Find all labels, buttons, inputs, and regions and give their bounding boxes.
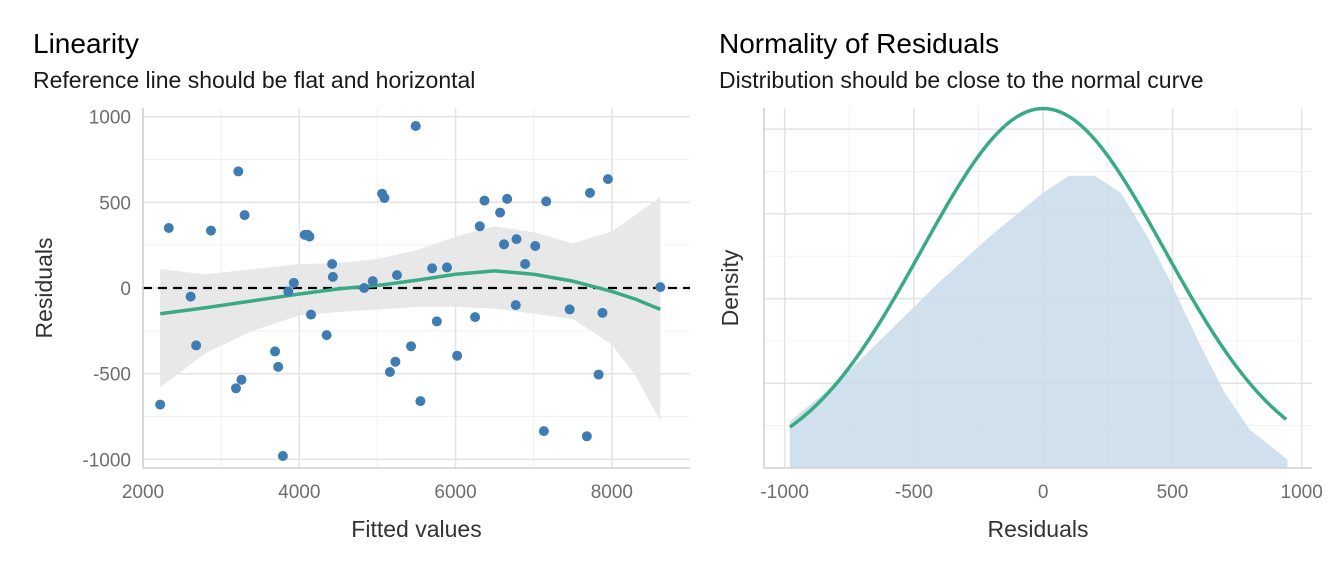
data-point (273, 361, 284, 372)
data-point (530, 241, 541, 251)
data-point (495, 207, 506, 218)
x-tick-label: -1000 (760, 482, 809, 503)
data-point (584, 187, 595, 198)
data-point (510, 300, 521, 311)
data-point (163, 223, 174, 233)
data-point (602, 174, 613, 185)
y-axis-title: Residuals (31, 238, 57, 339)
normality-plot: -1000 -500 0 500 1000 Residuals Density (717, 106, 1323, 542)
normality-panel: Normality of Residuals Distribution shou… (700, 0, 1344, 576)
data-point (541, 196, 552, 207)
x-axis-title: Residuals (988, 516, 1089, 542)
x-tick-label: 2000 (122, 482, 164, 503)
y-axis-title: Density (717, 249, 743, 326)
data-point (564, 304, 575, 315)
data-point (306, 309, 317, 320)
smooth-line (159, 269, 661, 316)
data-point (155, 399, 166, 410)
data-point (441, 262, 452, 273)
data-point (321, 330, 332, 341)
data-point (470, 312, 481, 323)
normality-title: Normality of Residuals (719, 28, 1000, 59)
linearity-panel: Linearity Reference line should be flat … (31, 28, 690, 542)
data-point (538, 426, 549, 437)
data-point (390, 356, 401, 367)
data-point (597, 307, 608, 318)
data-point (431, 316, 442, 327)
data-point (474, 221, 485, 232)
data-point (270, 346, 281, 357)
data-point (406, 341, 417, 352)
data-point (410, 121, 421, 131)
data-point (236, 374, 247, 385)
data-point (191, 340, 202, 351)
density-area (789, 175, 1288, 468)
data-point (288, 277, 299, 288)
data-point (499, 239, 510, 250)
y-tick-label: 0 (120, 279, 131, 300)
data-point (502, 193, 513, 204)
data-point (239, 210, 250, 221)
y-tick-label: 1000 (89, 108, 131, 129)
linearity-title: Linearity (33, 28, 139, 59)
y-tick-label: -1000 (82, 450, 131, 471)
y-tick-label: -500 (93, 365, 131, 386)
data-point (185, 291, 196, 302)
data-point (452, 350, 463, 361)
data-point (230, 383, 241, 394)
data-point (520, 259, 531, 269)
linearity-subtitle: Reference line should be flat and horizo… (33, 67, 476, 93)
data-point (593, 369, 604, 380)
data-point (327, 271, 338, 282)
x-tick-label: -500 (895, 482, 933, 503)
data-point (205, 225, 216, 236)
data-point (283, 286, 294, 297)
data-point (233, 166, 244, 177)
data-point (327, 259, 338, 269)
x-axis-title: Fitted values (351, 516, 481, 542)
data-point (655, 282, 666, 293)
confidence-band (160, 197, 661, 421)
x-tick-label: 1000 (1281, 482, 1323, 503)
x-tick-label: 8000 (591, 482, 633, 503)
x-tick-label: 500 (1157, 482, 1189, 503)
data-point (277, 451, 288, 461)
data-point (581, 431, 592, 442)
data-point (304, 231, 315, 242)
data-point (384, 367, 395, 377)
data-point (367, 276, 378, 287)
x-tick-label: 0 (1038, 482, 1049, 503)
normality-subtitle: Distribution should be close to the norm… (719, 67, 1204, 93)
data-point (415, 396, 426, 407)
data-point (427, 263, 438, 274)
data-point (391, 270, 402, 281)
linearity-plot: -1000 -500 0 500 1000 2000 4000 6000 8000 Fitted … (31, 108, 690, 542)
data-point (359, 283, 370, 293)
y-tick-label: 500 (99, 193, 131, 214)
normal-curve (788, 106, 1288, 429)
x-tick-label: 4000 (278, 482, 320, 503)
data-point (379, 193, 390, 203)
data-point (479, 195, 490, 206)
data-point (511, 234, 522, 245)
x-tick-label: 6000 (434, 482, 476, 503)
